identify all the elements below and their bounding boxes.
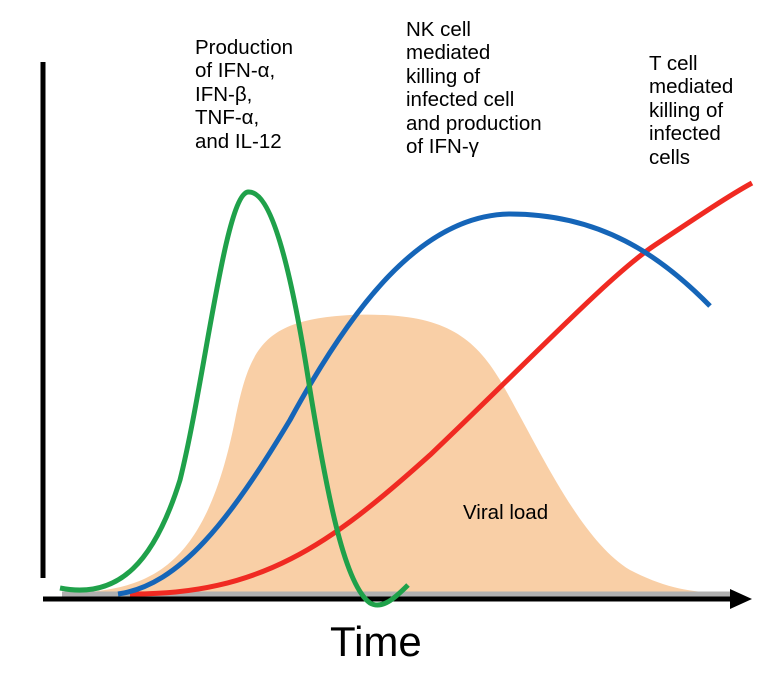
t-label-line-2: mediated <box>649 75 734 99</box>
nk-label-line-4: infected cell <box>406 88 515 112</box>
nk-label-line-1: NK cell <box>406 18 471 41</box>
nk-cell-label: NK cell mediated killing of infected cel… <box>406 18 542 158</box>
x-axis-arrowhead <box>730 589 752 609</box>
cytokine-label-line-4: TNF-α, <box>195 106 260 130</box>
x-axis-label: Time <box>330 618 422 665</box>
cytokine-curve <box>59 189 410 608</box>
t-cell-curve <box>129 180 754 597</box>
nk-label-line-2: mediated <box>406 41 491 65</box>
t-label-line-5: cells <box>649 145 691 169</box>
t-label-line-3: killing of <box>649 98 724 122</box>
nk-cell-curve <box>117 211 712 597</box>
cytokine-label-line-1: Production <box>195 36 294 59</box>
cytokine-label-line-3: IFN-β, <box>195 82 253 106</box>
t-label-line-1: T cell <box>649 52 698 75</box>
cytokine-label: Production of IFN-α, IFN-β, TNF-α, and I… <box>195 36 293 153</box>
nk-label-line-5: and production <box>406 111 542 135</box>
t-label-line-4: infected <box>649 122 721 146</box>
nk-label-line-3: killing of <box>406 64 481 88</box>
viral-load-label: Viral load <box>463 501 549 524</box>
cytokine-label-line-2: of IFN-α, <box>195 59 276 83</box>
t-cell-label: T cell mediated killing of infected cell… <box>649 52 733 169</box>
viral-load-area <box>62 314 720 593</box>
cytokine-label-line-5: and IL-12 <box>195 129 282 153</box>
nk-label-line-6: of IFN-γ <box>406 135 479 159</box>
